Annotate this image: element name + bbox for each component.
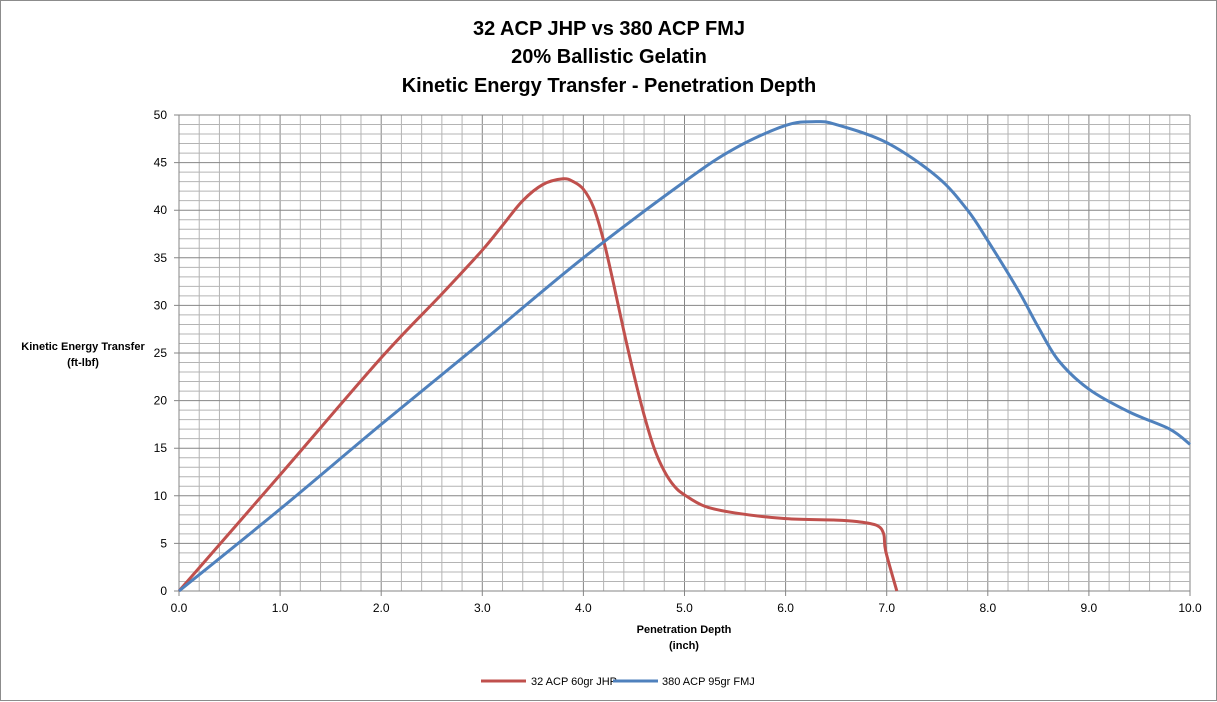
x-tick-label: 5.0 bbox=[676, 601, 693, 615]
y-axis-label: Kinetic Energy Transfer bbox=[21, 341, 145, 353]
x-axis-unit: (inch) bbox=[669, 640, 699, 652]
tick-labels: 0.0 1.0 2.0 3.0 4.0 5.0 6.0 7.0 8.0 9.0 10.0 0 5 10 15… bbox=[154, 108, 1202, 615]
y-tick-label: 25 bbox=[154, 346, 168, 360]
series-line-0 bbox=[177, 177, 899, 592]
y-tick-label: 20 bbox=[154, 394, 168, 408]
chart-title-line-1: 32 ACP JHP vs 380 ACP FMJ bbox=[473, 18, 745, 40]
chart-title-line-3: Kinetic Energy Transfer - Penetration De… bbox=[402, 75, 817, 97]
x-tick-label: 8.0 bbox=[979, 601, 996, 615]
x-tick-label: 1.0 bbox=[272, 601, 289, 615]
y-tick-label: 10 bbox=[154, 489, 168, 503]
y-axis-unit: (ft-lbf) bbox=[67, 357, 99, 369]
x-tick-label: 0.0 bbox=[171, 601, 188, 615]
series-line-1 bbox=[178, 120, 1191, 593]
x-tick-label: 4.0 bbox=[575, 601, 592, 615]
x-axis-label: Penetration Depth bbox=[637, 624, 732, 636]
y-tick-label: 15 bbox=[154, 441, 168, 455]
legend-label-380acp: 380 ACP 95gr FMJ bbox=[662, 676, 755, 688]
y-tick-label: 35 bbox=[154, 251, 168, 265]
grid bbox=[174, 114, 1191, 596]
series-lines bbox=[177, 120, 1191, 593]
y-tick-label: 0 bbox=[160, 584, 167, 598]
y-tick-label: 40 bbox=[154, 203, 168, 217]
y-tick-label: 30 bbox=[154, 298, 168, 312]
chart-title-line-2: 20% Ballistic Gelatin bbox=[511, 46, 707, 68]
x-tick-label: 2.0 bbox=[373, 601, 390, 615]
x-tick-label: 7.0 bbox=[878, 601, 895, 615]
x-tick-label: 6.0 bbox=[777, 601, 794, 615]
x-tick-label: 9.0 bbox=[1081, 601, 1098, 615]
legend: 32 ACP 60gr JHP 380 ACP 95gr FMJ bbox=[481, 676, 755, 688]
x-tick-label: 10.0 bbox=[1178, 601, 1202, 615]
y-tick-label: 45 bbox=[154, 156, 168, 170]
y-tick-label: 50 bbox=[154, 108, 168, 122]
y-tick-label: 5 bbox=[160, 536, 167, 550]
x-tick-label: 3.0 bbox=[474, 601, 491, 615]
legend-label-32acp: 32 ACP 60gr JHP bbox=[531, 676, 617, 688]
